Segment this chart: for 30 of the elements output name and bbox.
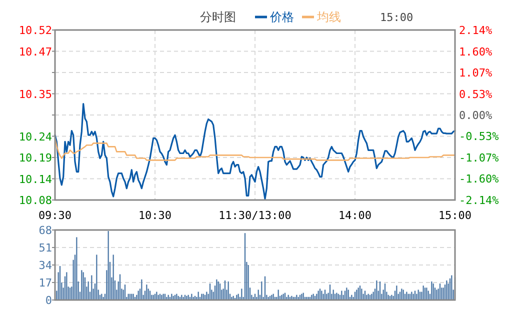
y-tick-label: 17 — [38, 276, 52, 290]
y-tick-label: 10.52 — [18, 24, 52, 37]
y2-tick-label: -0.53% — [459, 130, 500, 144]
x-tick-label: 15:00 — [438, 209, 472, 222]
y-tick-label: 10.24 — [18, 130, 52, 144]
chart-title: 分时图 — [200, 10, 236, 24]
y2-tick-label: 0.53% — [459, 88, 492, 101]
legend-label: 价格 — [269, 10, 294, 24]
y-tick-label: 10.08 — [18, 194, 52, 207]
y2-tick-label: 1.07% — [459, 66, 492, 80]
text: 15:00 — [380, 11, 414, 24]
x-tick-label: 11:30/13:00 — [218, 209, 292, 222]
y-tick-label: 34 — [38, 259, 52, 272]
y-tick-label: 10.35 — [18, 88, 52, 101]
y2-tick-label: -1.07% — [459, 152, 500, 164]
y-tick-label: 51 — [38, 242, 52, 254]
y2-tick-label: -2.14% — [459, 194, 500, 207]
y-tick-label: 10.19 — [18, 152, 52, 164]
y-tick-label: 68 — [38, 224, 52, 237]
x-tick-label: 09:30 — [38, 209, 72, 222]
y2-tick-label: 1.60% — [459, 45, 492, 58]
y-tick-label: 10.14 — [18, 172, 52, 186]
y2-tick-label: 2.14% — [459, 24, 492, 37]
y-tick-label: 0 — [45, 294, 52, 307]
y2-tick-label: 0.00% — [459, 109, 492, 122]
y2-tick-label: -1.60% — [459, 172, 500, 186]
x-tick-label: 10:30 — [138, 209, 172, 222]
x-tick-label: 14:00 — [338, 209, 372, 222]
legend-label: 均线 — [316, 10, 341, 24]
y-tick-label: 10.47 — [18, 45, 52, 58]
